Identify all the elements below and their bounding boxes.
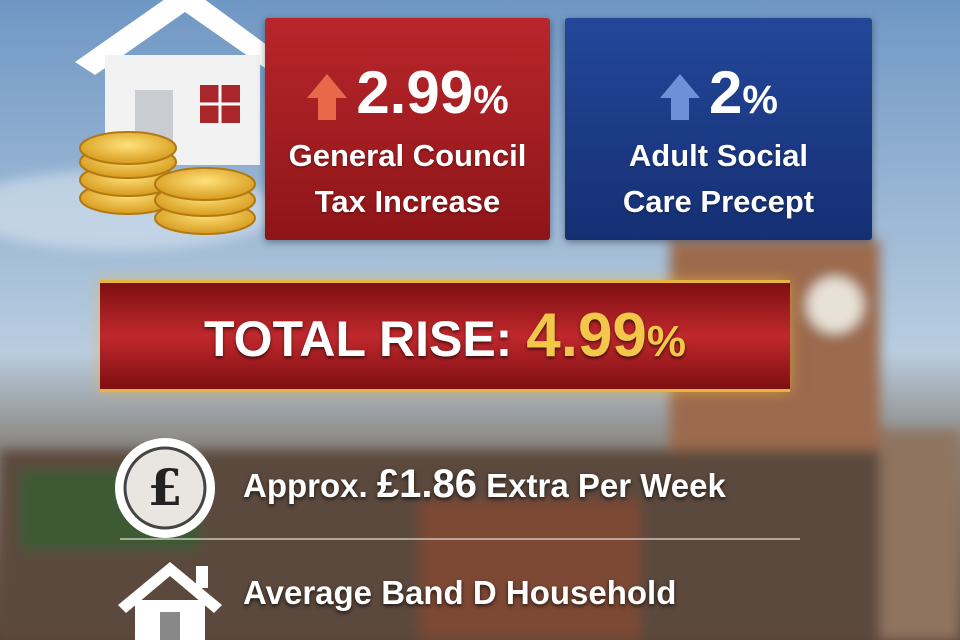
weekly-fact: Approx. £1.86 Extra Per Week xyxy=(243,462,726,507)
card-unit: % xyxy=(742,78,778,122)
card-label: Care Precept xyxy=(622,184,815,219)
card-value: 2 xyxy=(709,59,743,126)
pound-icon: £ xyxy=(115,438,215,538)
fact-prefix: Approx. xyxy=(243,467,368,504)
total-label: TOTAL RISE: xyxy=(203,311,513,367)
svg-text:£: £ xyxy=(148,458,183,517)
social-care-card: 2% Adult Social Care Precept xyxy=(565,18,872,240)
total-value: 4.99 xyxy=(526,301,647,370)
total-banner: TOTAL RISE: 4.99% xyxy=(100,280,790,392)
card-value: 2.99 xyxy=(356,59,474,126)
house-icon xyxy=(118,562,222,640)
fact-amount: £1.86 xyxy=(376,462,477,506)
fact-text: Average Band D Household xyxy=(243,574,677,611)
up-arrow xyxy=(660,74,701,121)
card-label: Adult Social xyxy=(628,138,809,173)
card-unit: % xyxy=(473,78,509,122)
total-unit: % xyxy=(646,317,687,366)
card-label: Tax Increase xyxy=(314,184,501,219)
council-tax-card: 2.99% General Council Tax Increase xyxy=(265,18,550,240)
card-label: General Council xyxy=(288,138,527,173)
household-fact: Average Band D Household xyxy=(243,574,676,612)
fact-suffix: Extra Per Week xyxy=(486,467,726,504)
up-arrow xyxy=(307,74,348,121)
